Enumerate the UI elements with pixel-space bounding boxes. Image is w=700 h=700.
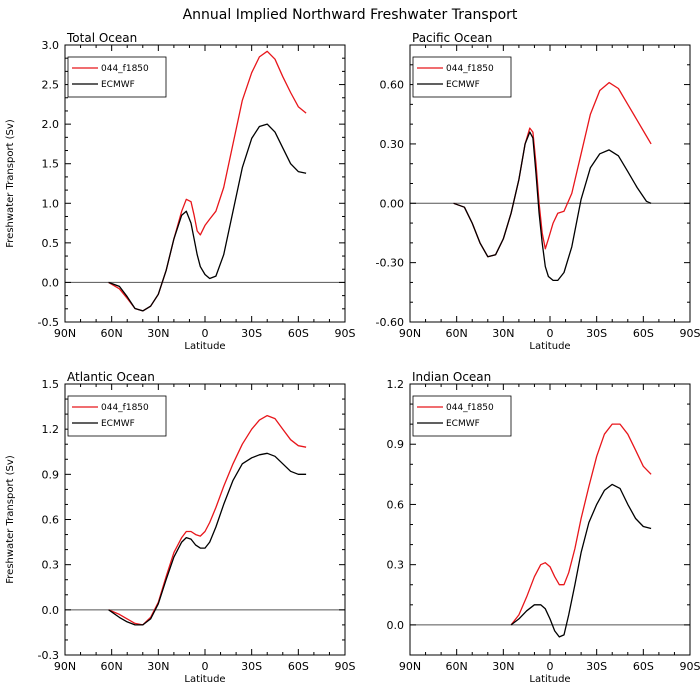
y-tick-label: 0.0 (387, 619, 405, 632)
x-tick-label: 30S (586, 660, 607, 673)
y-tick-label: 3.0 (42, 39, 60, 52)
y-tick-label: 2.5 (42, 79, 60, 92)
x-tick-label: 30S (241, 327, 262, 340)
x-tick-label: 90N (54, 660, 76, 673)
series-line (453, 131, 652, 282)
x-tick-label: 30N (492, 327, 514, 340)
legend-label: ECMWF (101, 419, 135, 429)
y-tick-label: 0.6 (42, 514, 60, 527)
x-tick-label: 60N (101, 327, 123, 340)
x-axis-label: Latitude (529, 341, 570, 352)
y-tick-label: 0.9 (42, 468, 60, 481)
y-tick-label: 0.6 (387, 498, 405, 511)
y-tick-label: 0.5 (42, 237, 60, 250)
legend-box (67, 56, 167, 98)
panel-4: Indian Ocean 90N 60N 30N 0 30S 60S 90S 0.0 0.3 0.6… (387, 370, 700, 685)
series-line (510, 423, 652, 626)
series-line (108, 452, 307, 626)
series-line (108, 123, 307, 312)
panel-3: Atlantic Ocean 90N 60N 30N 0 30S 60S 90S -0.3 0.0… (5, 370, 356, 685)
y-tick-label: -0.5 (38, 316, 59, 329)
panel-1: Total Ocean 90N 60N 30N 0 30S 60S 90S -0.5 0.0 0.5… (5, 31, 356, 352)
panel-title: Indian Ocean (412, 370, 491, 384)
legend-box (412, 395, 512, 437)
x-tick-label: 0 (547, 660, 554, 673)
legend-box (412, 56, 512, 98)
panel-2: Pacific Ocean 90N 60N 30N 0 30S 60S 90S -0.60 -0.… (376, 31, 700, 352)
legend-box (67, 395, 167, 437)
y-axis-label: Freshwater Transport (Sv) (5, 119, 16, 248)
x-tick-label: 90N (54, 327, 76, 340)
x-tick-label: 90S (680, 327, 700, 340)
y-tick-label: -0.3 (38, 649, 59, 662)
x-tick-label: 90S (680, 660, 700, 673)
y-tick-label: 1.2 (387, 378, 405, 391)
x-tick-label: 90N (399, 327, 421, 340)
y-tick-label: 0.30 (380, 138, 405, 151)
legend-label: 044_f1850 (101, 64, 149, 74)
y-tick-label: 1.2 (42, 423, 60, 436)
x-tick-label: 90N (399, 660, 421, 673)
x-tick-label: 30N (147, 327, 169, 340)
y-tick-label: 0.9 (387, 438, 405, 451)
panel-title: Pacific Ocean (412, 31, 492, 45)
y-axis-label: Freshwater Transport (Sv) (5, 455, 16, 584)
y-tick-label: 0.3 (387, 559, 405, 572)
x-tick-label: 60S (288, 327, 309, 340)
x-tick-label: 60S (633, 660, 654, 673)
x-tick-label: 60N (446, 660, 468, 673)
y-tick-label: 0.60 (380, 79, 405, 92)
y-tick-label: 0.0 (42, 276, 60, 289)
x-tick-label: 60S (633, 327, 654, 340)
series-line (108, 414, 307, 626)
x-tick-label: 90S (335, 327, 356, 340)
legend-label: 044_f1850 (446, 64, 494, 74)
legend-label: ECMWF (446, 80, 480, 90)
x-tick-label: 60N (446, 327, 468, 340)
x-tick-label: 0 (547, 327, 554, 340)
x-tick-label: 90S (335, 660, 356, 673)
panel-title: Total Ocean (66, 31, 137, 45)
y-tick-label: -0.60 (376, 316, 404, 329)
legend-label: ECMWF (446, 419, 480, 429)
x-axis-label: Latitude (529, 674, 570, 685)
y-tick-label: 1.5 (42, 378, 60, 391)
legend-label: 044_f1850 (101, 403, 149, 413)
y-tick-label: -0.30 (376, 257, 404, 270)
series-line (453, 81, 652, 258)
x-tick-label: 60S (288, 660, 309, 673)
x-axis-label: Latitude (184, 341, 225, 352)
y-tick-label: 2.0 (42, 118, 60, 131)
x-tick-label: 0 (202, 327, 209, 340)
figure-title: Annual Implied Northward Freshwater Tran… (183, 7, 518, 23)
legend-label: ECMWF (101, 80, 135, 90)
x-tick-label: 30N (147, 660, 169, 673)
y-tick-label: 0.00 (380, 197, 405, 210)
series-line (510, 483, 652, 638)
panel-title: Atlantic Ocean (67, 370, 155, 384)
y-tick-label: 0.3 (42, 559, 60, 572)
x-tick-label: 30S (241, 660, 262, 673)
x-axis-label: Latitude (184, 674, 225, 685)
y-tick-label: 1.0 (42, 197, 60, 210)
y-tick-label: 1.5 (42, 158, 60, 171)
x-tick-label: 60N (101, 660, 123, 673)
x-tick-label: 0 (202, 660, 209, 673)
y-tick-label: 0.0 (42, 604, 60, 617)
legend-label: 044_f1850 (446, 403, 494, 413)
x-tick-label: 30S (586, 327, 607, 340)
x-tick-label: 30N (492, 660, 514, 673)
